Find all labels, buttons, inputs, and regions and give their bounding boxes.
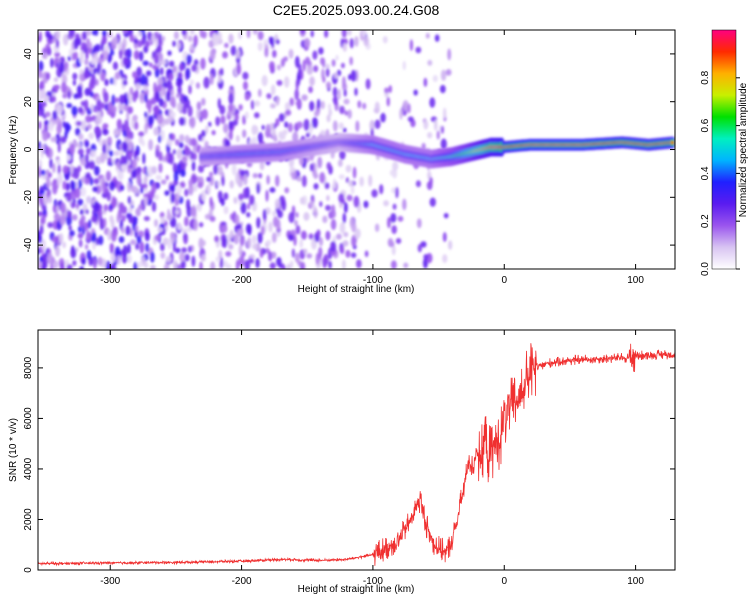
spectrogram-noise (38, 30, 453, 269)
spectrogram-x-tick-label: 0 (501, 275, 507, 286)
snr-x-tick-label: -100 (363, 576, 383, 587)
spectrogram-y-tick-label: 40 (23, 48, 34, 60)
colorbar-tick-label: 0.8 (700, 70, 711, 84)
spectrogram-y-tick-label: 20 (23, 96, 34, 108)
snr-x-tick-label: -300 (100, 576, 120, 587)
colorbar-tick-label: 0.0 (700, 262, 711, 276)
spectrogram-x-tick-label: -100 (363, 275, 383, 286)
spectrogram-ridge (198, 132, 675, 169)
snr-x-tick-label: -200 (232, 576, 252, 587)
colorbar-label: Normalized spectral amplitude (738, 82, 749, 217)
snr-frame (37, 329, 676, 571)
figure-title: C2E5.2025.093.00.24.G08 (273, 2, 440, 18)
snr-x-label: Height of straight line (km) (298, 584, 415, 595)
colorbar-tick-label: 0.2 (700, 214, 711, 228)
colorbar-tick-label: 0.4 (700, 166, 711, 180)
snr-y-tick-label: 2000 (23, 508, 34, 531)
snr-y-tick-label: 8000 (23, 356, 34, 379)
spectrogram-y-tick-label: -20 (23, 190, 34, 205)
colorbar-ticks: 0.0 0.2 0.4 0.6 0.8 (700, 70, 740, 276)
snr-y-tick-label: 4000 (23, 457, 34, 480)
snr-y-tick-label: 0 (23, 567, 34, 573)
spectrogram-y-label: Frequency (Hz) (8, 116, 19, 185)
colorbar-scale (711, 29, 737, 270)
spectrogram-y-tick-label: 0 (23, 146, 34, 152)
colorbar-tick-label: 0.6 (700, 118, 711, 132)
spectrogram-x-label: Height of straight line (km) (298, 284, 415, 295)
spectrogram-heatmap (38, 30, 675, 269)
spectrogram-y-tick-label: -40 (23, 237, 34, 252)
snr-y-label: SNR (10 * v/v) (8, 418, 19, 482)
spectrogram-x-tick-label: 100 (627, 275, 644, 286)
snr-series-line (38, 343, 675, 567)
snr-y-tick-label: 6000 (23, 407, 34, 430)
colorbar: 0.0 0.2 0.4 0.6 0.8 Normalized spectral ampl… (700, 29, 749, 276)
spectrogram-x-tick-label: -200 (232, 275, 252, 286)
snr-x-tick-label: 0 (501, 576, 507, 587)
snr-x-tick-label: 100 (627, 576, 644, 587)
spectrogram-x-tick-label: -300 (100, 275, 120, 286)
